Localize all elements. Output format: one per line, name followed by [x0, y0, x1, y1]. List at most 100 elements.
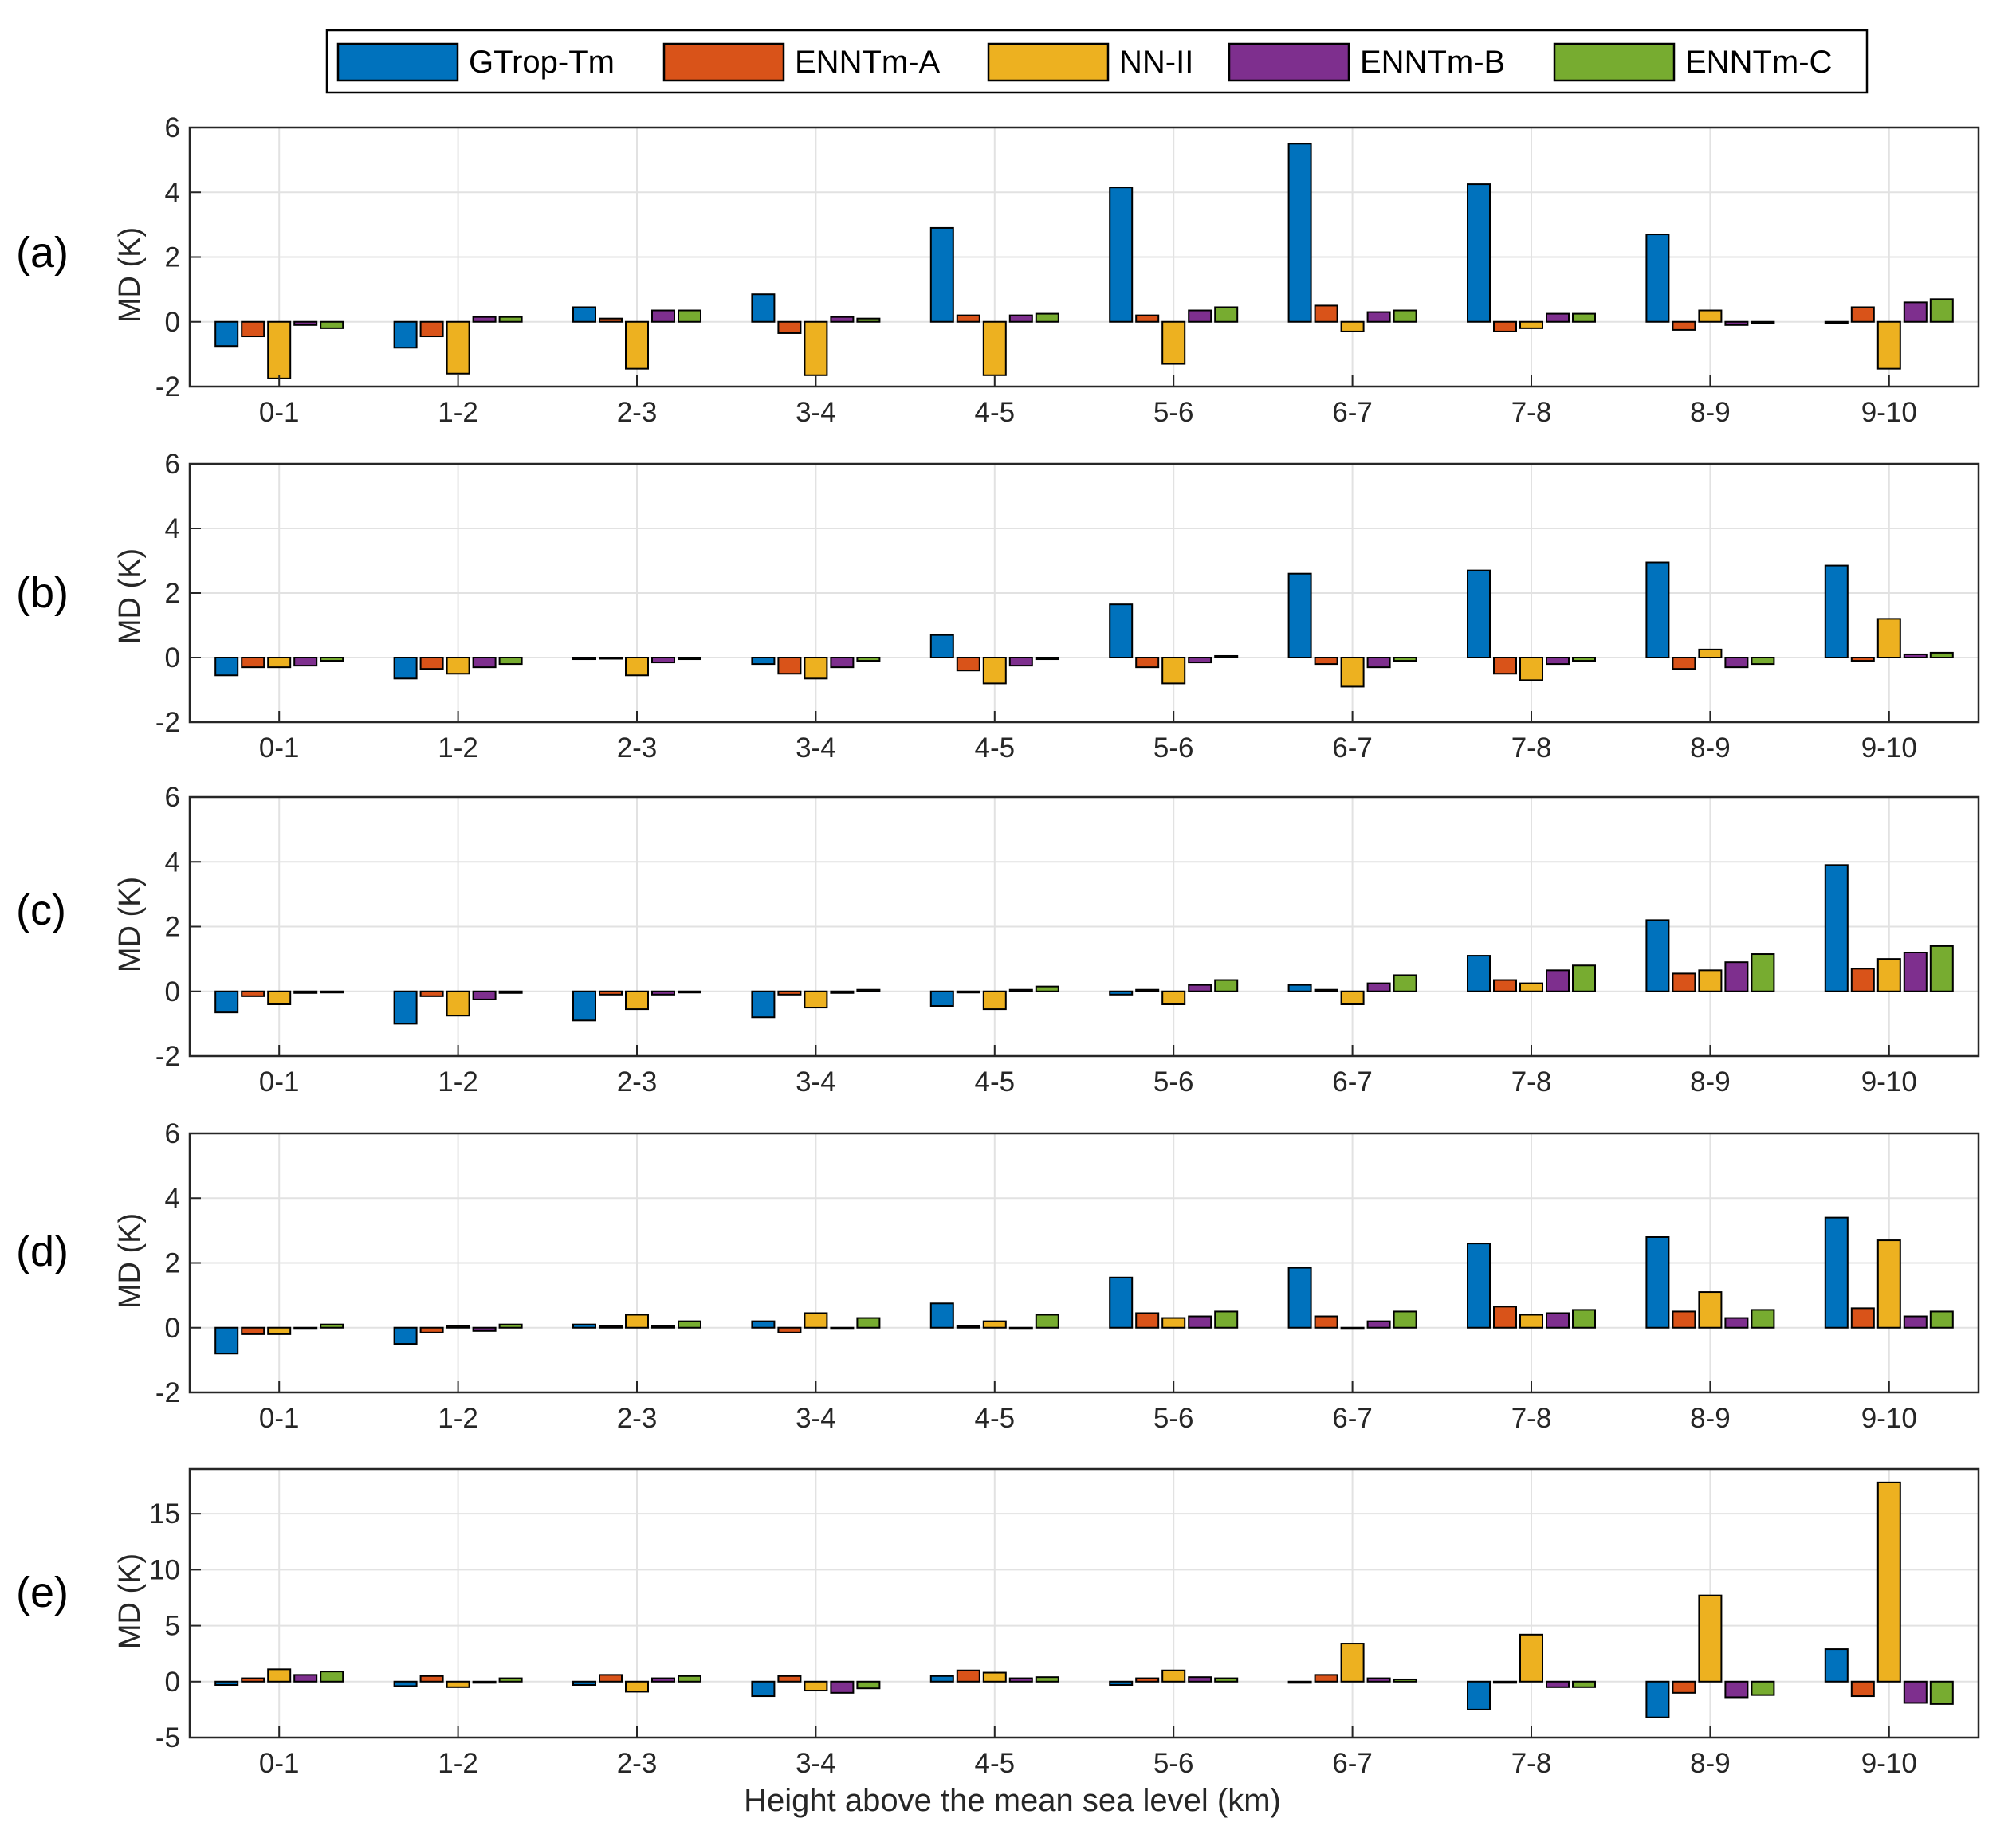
bar-enntm-a-8-9: [1672, 1310, 1696, 1329]
panel-label: (e): [16, 1569, 69, 1616]
y-tick-label: 2: [165, 1248, 180, 1279]
x-tick-label: 6-7: [1332, 397, 1373, 428]
bar-enntm-c-6-7: [1393, 657, 1417, 662]
bar-enntm-a-1-2: [419, 320, 444, 338]
x-tick-label: 9-10: [1861, 1403, 1917, 1434]
y-tick-label: 4: [165, 177, 180, 208]
x-tick-label: 0-1: [259, 1748, 300, 1779]
y-tick-label: 0: [165, 976, 180, 1007]
bar-gtrop-tm-8-9: [1645, 561, 1670, 659]
y-tick-label: 2: [165, 912, 180, 943]
x-tick-label: 1-2: [438, 1748, 478, 1779]
bar-nn-ii-1-2: [446, 990, 470, 1017]
bar-enntm-a-3-4: [777, 990, 802, 996]
y-tick-label: 0: [165, 307, 180, 338]
panel-b: (b) MD (K) -2 0 2 4 6 0-1 1-2 2-3 3-4 4-5 5-6 6-7 7-…: [16, 449, 1980, 764]
y-tick-label: 0: [165, 1313, 180, 1344]
bar-gtrop-tm-7-8: [1467, 1243, 1491, 1329]
bar-gtrop-tm-9-10: [1824, 864, 1849, 992]
bar-gtrop-tm-5-6: [1109, 603, 1134, 658]
y-tick-label: 2: [165, 578, 180, 609]
bar-enntm-b-5-6: [1188, 657, 1212, 664]
bar-nn-ii-9-10: [1876, 618, 1901, 659]
bar-gtrop-tm-1-2: [393, 990, 418, 1025]
bar-enntm-a-0-1: [241, 657, 265, 669]
bar-enntm-c-8-9: [1751, 953, 1775, 992]
y-axis-title: MD (K): [113, 1553, 147, 1649]
bar-enntm-a-2-3: [599, 1674, 623, 1683]
x-tick-label: 5-6: [1153, 1748, 1194, 1779]
x-tick-label: 4-5: [975, 1403, 1016, 1434]
bar-enntm-c-9-10: [1929, 298, 1954, 323]
bar-gtrop-tm-9-10: [1824, 564, 1849, 659]
bar-enntm-a-3-4: [777, 657, 802, 675]
bar-gtrop-tm-9-10: [1824, 320, 1849, 324]
bar-gtrop-tm-7-8: [1467, 569, 1491, 659]
bar-enntm-b-6-7: [1366, 982, 1391, 992]
x-tick-label: 8-9: [1690, 1748, 1731, 1779]
x-tick-label: 4-5: [975, 397, 1016, 428]
bar-enntm-a-4-5: [956, 1669, 980, 1683]
x-axis-title: Height above the mean sea level (km): [744, 1783, 1281, 1818]
y-tick-label: 6: [165, 112, 180, 143]
bar-enntm-a-2-3: [599, 990, 623, 996]
bar-nn-ii-3-4: [804, 1680, 828, 1692]
bar-nn-ii-1-2: [446, 1325, 470, 1329]
bar-enntm-a-3-4: [777, 1675, 802, 1683]
legend-label-enntm-c: ENNTm-C: [1685, 45, 1832, 80]
bar-gtrop-tm-7-8: [1467, 955, 1491, 992]
y-tick-label: 4: [165, 846, 180, 878]
x-tick-label: 5-6: [1153, 732, 1194, 764]
bar-nn-ii-9-10: [1876, 1239, 1901, 1329]
bar-nn-ii-7-8: [1519, 982, 1543, 992]
bar-enntm-c-1-2: [498, 990, 523, 994]
bar-enntm-a-2-3: [599, 657, 623, 660]
y-tick-label: -2: [155, 707, 180, 738]
bar-enntm-c-7-8: [1572, 312, 1596, 323]
bar-gtrop-tm-0-1: [214, 990, 239, 1014]
bar-enntm-c-5-6: [1214, 1677, 1239, 1683]
bar-enntm-a-4-5: [956, 314, 980, 323]
bar-gtrop-tm-3-4: [751, 657, 776, 666]
bar-enntm-b-1-2: [472, 1326, 497, 1332]
bar-enntm-a-6-7: [1314, 304, 1338, 323]
bar-enntm-c-8-9: [1751, 657, 1775, 666]
bar-enntm-b-4-5: [1008, 1677, 1033, 1683]
bar-nn-ii-0-1: [267, 1326, 292, 1335]
bar-gtrop-tm-6-7: [1287, 1267, 1312, 1329]
bar-enntm-a-0-1: [241, 990, 265, 997]
legend-swatch-enntm-c: [1553, 42, 1676, 82]
bar-enntm-b-7-8: [1546, 657, 1570, 666]
bar-nn-ii-4-5: [982, 1320, 1007, 1329]
bar-gtrop-tm-2-3: [572, 1680, 596, 1687]
plot-frame: [188, 462, 1980, 724]
bar-enntm-a-6-7: [1314, 1315, 1338, 1329]
panel-label: (a): [16, 229, 69, 277]
bar-enntm-a-5-6: [1135, 657, 1160, 669]
bar-enntm-a-0-1: [241, 320, 265, 338]
bar-nn-ii-7-8: [1519, 1633, 1543, 1683]
bar-nn-ii-5-6: [1161, 1669, 1186, 1683]
x-tick-label: 6-7: [1332, 1748, 1373, 1779]
bar-enntm-a-4-5: [956, 1325, 980, 1329]
bar-nn-ii-2-3: [625, 657, 649, 677]
bar-enntm-b-4-5: [1008, 314, 1033, 323]
bar-gtrop-tm-6-7: [1287, 984, 1312, 992]
bar-enntm-a-6-7: [1314, 1674, 1338, 1683]
x-tick-label: 5-6: [1153, 397, 1194, 428]
bar-gtrop-tm-6-7: [1287, 1680, 1312, 1684]
x-tick-label: 9-10: [1861, 1066, 1917, 1098]
bar-enntm-b-2-3: [651, 657, 675, 664]
bar-enntm-c-1-2: [498, 316, 523, 323]
bar-enntm-c-3-4: [856, 657, 881, 662]
bar-enntm-c-7-8: [1572, 964, 1596, 992]
bar-nn-ii-3-4: [804, 990, 828, 1009]
bar-nn-ii-6-7: [1340, 990, 1365, 1005]
bar-gtrop-tm-7-8: [1467, 1680, 1491, 1710]
legend-swatch-enntm-b: [1228, 42, 1350, 82]
bar-enntm-a-8-9: [1672, 657, 1696, 670]
bar-enntm-b-9-10: [1903, 1315, 1928, 1329]
bar-nn-ii-2-3: [625, 990, 649, 1011]
bar-enntm-a-6-7: [1314, 988, 1338, 992]
plot-frame: [188, 795, 1980, 1058]
